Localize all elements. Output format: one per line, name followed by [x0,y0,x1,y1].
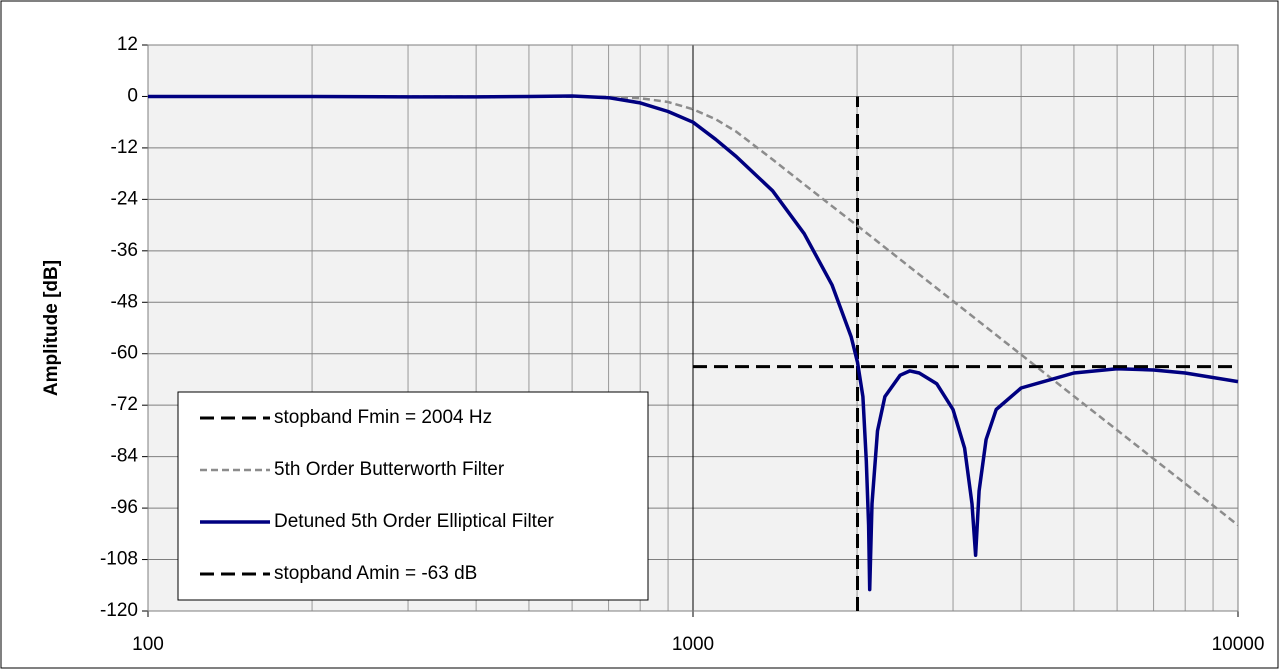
legend-label: Detuned 5th Order Elliptical Filter [274,511,555,532]
y-tick-label: 12 [117,34,138,55]
legend-label: stopband Fmin = 2004 Hz [274,407,492,428]
y-tick-label: -48 [111,291,138,312]
y-axis-label: Amplitude [dB] [41,260,62,396]
y-tick-label: -60 [111,343,138,364]
series-line [148,94,1239,592]
legend [177,391,649,601]
series-line [148,95,1239,527]
y-tick-label: -96 [111,497,138,518]
y-tick-label: -36 [111,240,138,261]
y-tick-label: -120 [100,600,138,621]
y-tick-label: -108 [100,549,138,570]
x-tick-label: 100 [132,634,164,655]
plot-border [147,44,1239,612]
x-tick-label: 10000 [1212,634,1265,655]
y-tick-label: 0 [127,85,138,106]
y-tick-label: -72 [111,394,138,415]
y-tick-label: -12 [111,137,138,158]
y-tick-label: -24 [111,188,139,209]
legend-label: 5th Order Butterworth Filter [274,459,505,480]
x-tick-label: 1000 [672,634,714,655]
legend-label: stopband Amin = -63 dB [274,563,477,584]
y-tick-label: -84 [111,446,139,467]
